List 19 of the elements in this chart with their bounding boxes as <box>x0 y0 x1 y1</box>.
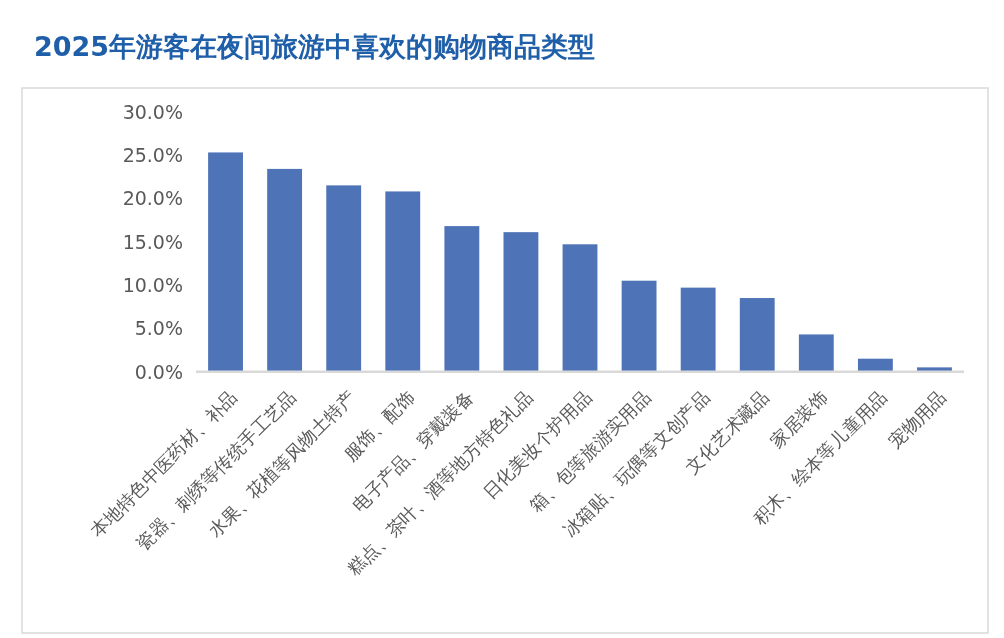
bar <box>444 226 480 372</box>
y-tick-label: 0.0% <box>134 360 183 383</box>
y-tick-label: 30.0% <box>122 100 183 123</box>
bar <box>680 287 716 372</box>
bar <box>208 152 243 372</box>
bar <box>562 244 598 372</box>
bar <box>326 185 362 372</box>
title: 2025年游客在夜间旅游中喜欢的购物商品类型 <box>34 31 596 62</box>
bar <box>798 334 834 372</box>
bar <box>739 298 775 372</box>
bar <box>621 280 657 372</box>
y-tick-label: 20.0% <box>122 187 183 210</box>
y-tick-label: 10.0% <box>122 274 183 297</box>
bar <box>385 191 421 372</box>
y-tick-label: 25.0% <box>122 144 183 167</box>
bar <box>267 168 303 372</box>
y-tick-label: 15.0% <box>122 230 183 253</box>
y-tick-label: 5.0% <box>134 317 183 340</box>
bar <box>503 232 539 372</box>
